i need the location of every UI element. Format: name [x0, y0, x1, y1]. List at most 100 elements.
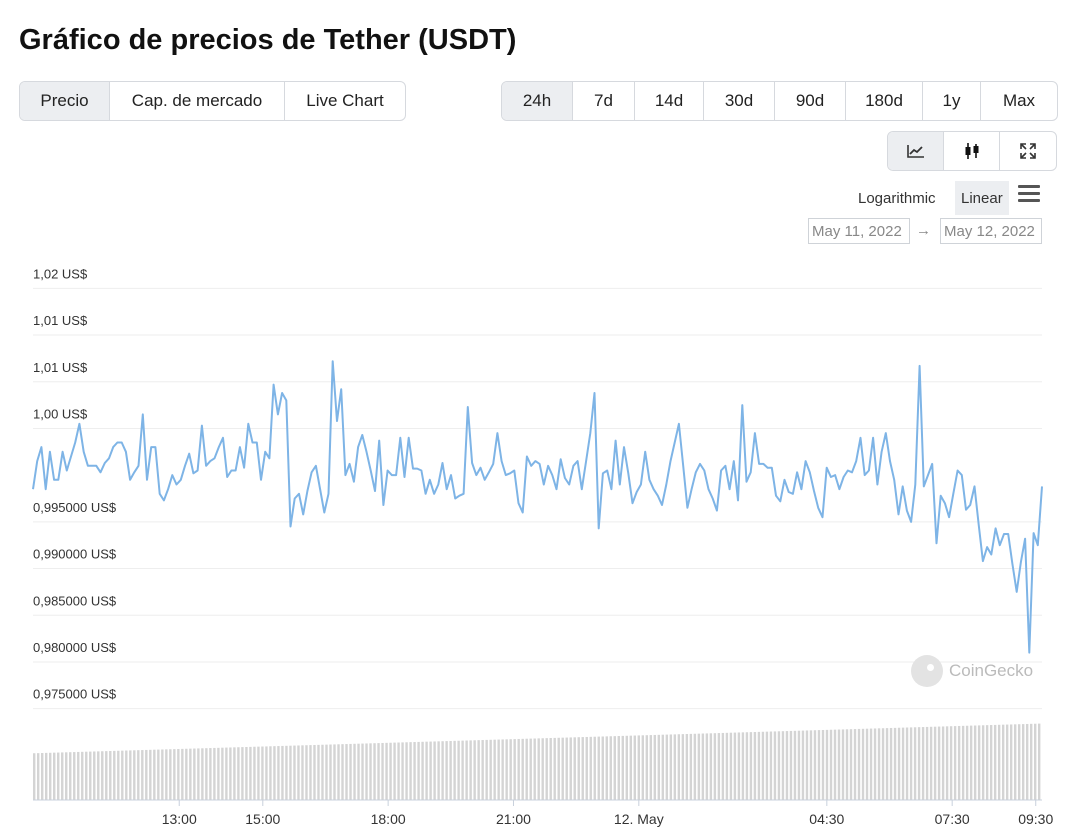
volume-bar — [661, 734, 665, 800]
volume-bar — [77, 751, 80, 800]
volume-bar — [261, 746, 264, 800]
volume-bar — [969, 725, 973, 800]
tab-precio[interactable]: Precio — [20, 82, 110, 120]
volume-bar — [389, 742, 392, 800]
volume-bar — [869, 728, 873, 800]
volume-bar — [105, 751, 108, 800]
range-30d[interactable]: 30d — [704, 82, 775, 120]
y-tick-label: 1,01 US$ — [33, 313, 88, 328]
volume-bar — [501, 739, 504, 800]
volume-bars — [33, 723, 1041, 800]
volume-bar — [873, 728, 877, 800]
range-7d[interactable]: 7d — [573, 82, 635, 120]
date-to-input[interactable]: May 12, 2022 — [940, 218, 1042, 244]
volume-bar — [917, 727, 921, 800]
volume-bar — [157, 749, 160, 800]
volume-bar — [325, 744, 328, 800]
volume-bar — [561, 737, 564, 800]
logarithmic-scale-button[interactable]: Logarithmic — [858, 189, 936, 207]
volume-bar — [657, 734, 661, 800]
volume-bar — [421, 741, 424, 800]
range-180d[interactable]: 180d — [846, 82, 923, 120]
volume-bar — [37, 753, 40, 800]
volume-bar — [849, 729, 853, 800]
volume-bar — [673, 734, 677, 800]
x-axis: 13:00 15:00 18:00 21:00 12. May 04:30 07:30 09:… — [33, 799, 1053, 827]
volume-bar — [285, 745, 288, 800]
volume-bar — [905, 727, 909, 800]
volume-bar — [473, 740, 476, 800]
volume-bar — [721, 732, 725, 800]
volume-bar — [165, 749, 168, 800]
volume-bar — [677, 734, 681, 800]
volume-bar — [253, 746, 256, 800]
volume-bar — [961, 725, 965, 800]
range-max[interactable]: Max — [1002, 91, 1036, 110]
candlestick-button[interactable] — [944, 132, 1000, 170]
range-24h[interactable]: 24h — [502, 82, 573, 120]
volume-bar — [925, 726, 929, 800]
volume-bar — [553, 737, 556, 800]
range-90d[interactable]: 90d — [775, 82, 846, 120]
volume-bar — [293, 745, 296, 800]
volume-bar — [773, 731, 777, 800]
volume-bar — [997, 724, 1001, 800]
volume-bar — [1001, 724, 1005, 800]
y-tick-label: 1,02 US$ — [33, 266, 88, 281]
volume-bar — [461, 740, 464, 800]
volume-bar — [781, 731, 785, 800]
volume-bar — [161, 749, 164, 800]
volume-bar — [73, 752, 76, 800]
volume-bar — [789, 730, 793, 800]
volume-bar — [717, 733, 721, 800]
date-from-input[interactable]: May 11, 2022 — [808, 218, 910, 244]
volume-bar — [265, 746, 268, 800]
volume-bar — [837, 729, 841, 800]
fullscreen-button[interactable] — [1000, 132, 1056, 170]
volume-bar — [441, 741, 444, 800]
volume-bar — [277, 746, 280, 800]
volume-bar — [797, 730, 801, 800]
volume-bar — [597, 736, 600, 800]
range-14d[interactable]: 14d — [635, 82, 704, 120]
volume-bar — [937, 726, 941, 800]
volume-bar — [289, 745, 292, 800]
line-chart-button[interactable] — [888, 132, 944, 170]
volume-bar — [309, 745, 312, 800]
volume-bar — [1013, 724, 1017, 800]
tab-market-cap[interactable]: Cap. de mercado — [110, 82, 285, 120]
volume-bar — [1017, 724, 1021, 800]
volume-bar — [809, 730, 813, 800]
volume-bar — [69, 752, 72, 800]
y-tick-label: 1,01 US$ — [33, 360, 88, 375]
volume-bar — [465, 740, 468, 800]
volume-bar — [493, 739, 496, 800]
volume-bar — [585, 736, 588, 800]
volume-bar — [33, 753, 36, 800]
volume-bar — [181, 748, 184, 800]
volume-bar — [137, 750, 140, 800]
volume-bar — [177, 749, 180, 800]
volume-bar — [973, 725, 977, 800]
range-1y[interactable]: 1y — [923, 82, 981, 120]
volume-bar — [61, 752, 64, 800]
candlestick-icon — [965, 143, 978, 159]
volume-bar — [745, 732, 749, 800]
volume-bar — [385, 742, 388, 800]
volume-bar — [357, 743, 360, 800]
volume-bar — [941, 726, 945, 800]
volume-bar — [737, 732, 741, 800]
volume-bar — [761, 731, 765, 800]
volume-bar — [633, 735, 636, 800]
volume-bar — [457, 740, 460, 800]
linear-scale-button[interactable]: Linear — [955, 181, 1009, 215]
volume-bar — [817, 730, 821, 800]
volume-bar — [301, 745, 304, 800]
volume-bar — [593, 736, 596, 800]
chart-menu-button[interactable] — [1018, 185, 1040, 206]
volume-bar — [569, 737, 572, 800]
volume-bar — [237, 747, 240, 800]
tab-live-chart[interactable]: Live Chart — [306, 91, 384, 110]
volume-bar — [813, 730, 817, 800]
volume-bar — [341, 744, 344, 800]
